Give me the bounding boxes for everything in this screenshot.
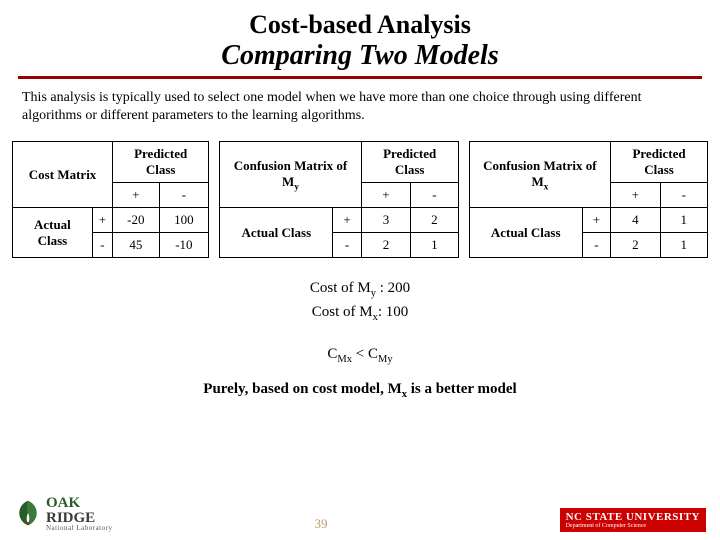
col-minus: - — [159, 183, 209, 208]
cell: 1 — [660, 208, 707, 233]
slide-number: 39 — [315, 516, 328, 532]
confusion-my-header: Confusion Matrix of My — [220, 142, 361, 208]
conclusion-line: Purely, based on cost model, Mx is a bet… — [0, 381, 720, 400]
slide-footer: OAK RIDGE National Laboratory 39 NC STAT… — [0, 495, 720, 532]
title-line-2: Comparing Two Models — [0, 40, 720, 72]
slide-title: Cost-based Analysis Comparing Two Models — [0, 0, 720, 72]
cost-matrix-table: Cost Matrix Predicted Class + - Actual C… — [12, 141, 209, 258]
actual-class-header: Actual Class — [469, 208, 582, 258]
col-minus: - — [660, 183, 707, 208]
cell: 4 — [611, 208, 660, 233]
row-label: - — [333, 233, 361, 258]
col-plus: + — [361, 183, 410, 208]
row-label: + — [582, 208, 610, 233]
ncstate-logo: NC STATE UNIVERSITY Department of Comput… — [560, 508, 706, 532]
row-label: - — [582, 233, 610, 258]
cell: 2 — [411, 208, 458, 233]
title-line-1: Cost-based Analysis — [0, 10, 720, 40]
cell: 2 — [611, 233, 660, 258]
cell: 1 — [411, 233, 458, 258]
oakridge-text: OAK RIDGE National Laboratory — [46, 495, 112, 532]
col-plus: + — [611, 183, 660, 208]
cell: 2 — [361, 233, 410, 258]
intro-paragraph: This analysis is typically used to selec… — [22, 89, 698, 125]
predicted-class-header: Predicted Class — [113, 142, 209, 183]
confusion-matrix-mx-table: Confusion Matrix of Mx Predicted Class +… — [469, 141, 708, 258]
national-lab-label: National Laboratory — [46, 525, 112, 532]
ncstate-big: NC STATE UNIVERSITY — [566, 511, 700, 523]
col-minus: - — [411, 183, 458, 208]
cost-matrix-header: Cost Matrix — [13, 142, 113, 208]
cell: 1 — [660, 233, 707, 258]
confusion-matrix-my-table: Confusion Matrix of My Predicted Class +… — [219, 141, 458, 258]
actual-class-header: Actual Class — [220, 208, 333, 258]
cost-my-line: Cost of My : 200 — [0, 278, 720, 302]
oakridge-logo: OAK RIDGE National Laboratory — [14, 495, 112, 532]
oak-label: OAK — [46, 495, 80, 511]
matrices-row: Cost Matrix Predicted Class + - Actual C… — [0, 133, 720, 258]
cell: 3 — [361, 208, 410, 233]
cell: -20 — [113, 208, 159, 233]
row-label: + — [92, 208, 112, 233]
predicted-class-header: Predicted Class — [611, 142, 708, 183]
row-label: - — [92, 233, 112, 258]
cost-summary: Cost of My : 200 Cost of Mx: 100 — [0, 278, 720, 325]
col-plus: + — [113, 183, 159, 208]
comparison-line: CMx < CMy — [0, 346, 720, 365]
cost-mx-line: Cost of Mx: 100 — [0, 302, 720, 326]
cell: -10 — [159, 233, 209, 258]
title-underline — [18, 76, 702, 79]
actual-class-header: Actual Class — [13, 208, 93, 258]
row-label: + — [333, 208, 361, 233]
cell: 100 — [159, 208, 209, 233]
confusion-mx-header: Confusion Matrix of Mx — [469, 142, 610, 208]
oak-leaf-icon — [14, 499, 42, 527]
predicted-class-header: Predicted Class — [361, 142, 458, 183]
ncstate-small: Department of Computer Science — [566, 523, 700, 529]
cell: 45 — [113, 233, 159, 258]
